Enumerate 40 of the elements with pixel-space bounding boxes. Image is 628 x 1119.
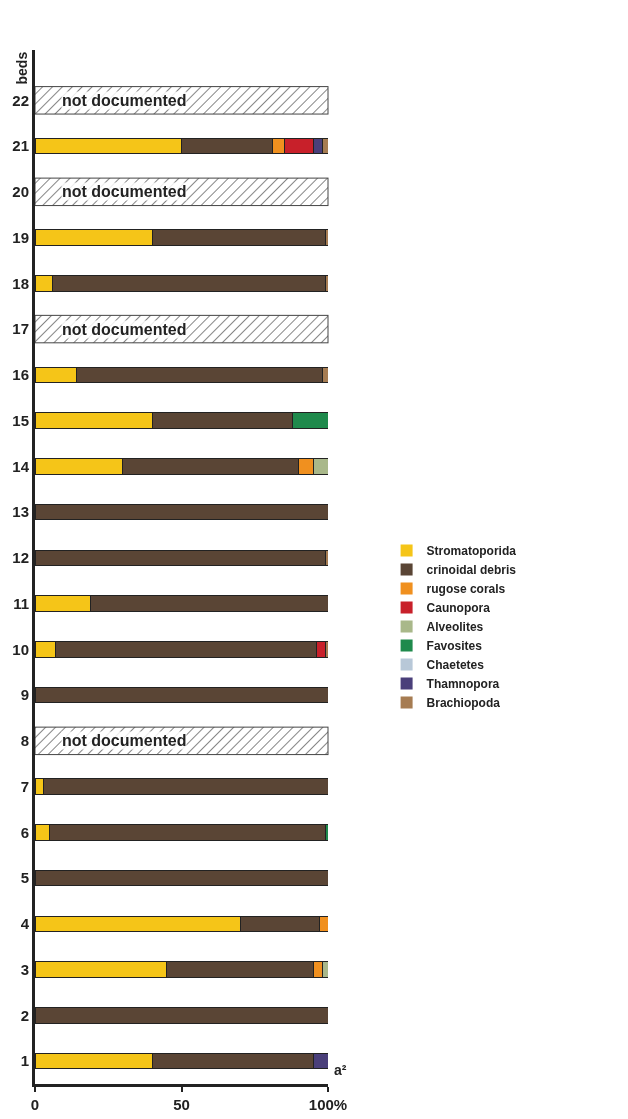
x-tick-label: 0 — [30, 1096, 40, 1113]
band-label: not documented — [62, 92, 187, 109]
legend-label: crinoidal debris — [426, 563, 517, 578]
y-tick-label: 8 — [20, 732, 29, 750]
y-tick-label: 9 — [20, 686, 29, 704]
y-tick-label: 4 — [20, 915, 30, 933]
legend-label: Brachiopoda — [426, 696, 501, 711]
y-tick-label: 13 — [12, 503, 29, 521]
legend-label: Thamnopora — [426, 677, 500, 692]
y-tick-label: 6 — [20, 823, 29, 841]
x-axis-title: a² — [334, 1062, 347, 1078]
y-tick-label: 21 — [12, 137, 29, 155]
legend-label: Stromatoporida — [426, 544, 517, 559]
x-tick-label: 50 — [173, 1096, 190, 1113]
y-tick-label: 22 — [12, 91, 29, 109]
band-label: not documented — [62, 732, 187, 749]
legend-label: Caunopora — [426, 601, 491, 616]
y-tick-label: 16 — [12, 366, 29, 384]
legend-label: Chaetetes — [426, 658, 485, 673]
y-tick-label: 12 — [12, 549, 29, 567]
y-tick-label: 3 — [20, 960, 29, 978]
y-tick-label: 1 — [20, 1052, 29, 1070]
y-tick-label: 18 — [12, 274, 29, 292]
y-tick-label: 2 — [20, 1006, 29, 1024]
y-tick-label: 10 — [12, 640, 29, 658]
y-tick-label: 15 — [12, 411, 29, 429]
band-label: not documented — [62, 321, 187, 338]
legend-label: Alveolites — [426, 620, 484, 635]
y-tick-label: 20 — [12, 183, 29, 201]
y-tick-label: 14 — [12, 457, 30, 475]
y-axis-title: beds — [13, 51, 30, 85]
y-tick-label: 7 — [20, 777, 29, 795]
legend-label: rugose corals — [426, 582, 506, 597]
legend-label: Favosites — [426, 639, 483, 654]
y-tick-label: 19 — [12, 228, 29, 246]
y-tick-label: 5 — [20, 869, 29, 887]
y-tick-label: 11 — [13, 594, 29, 612]
band-label: not documented — [62, 183, 187, 200]
y-tick-label: 17 — [12, 320, 29, 338]
x-tick-label: 100% — [308, 1096, 348, 1113]
